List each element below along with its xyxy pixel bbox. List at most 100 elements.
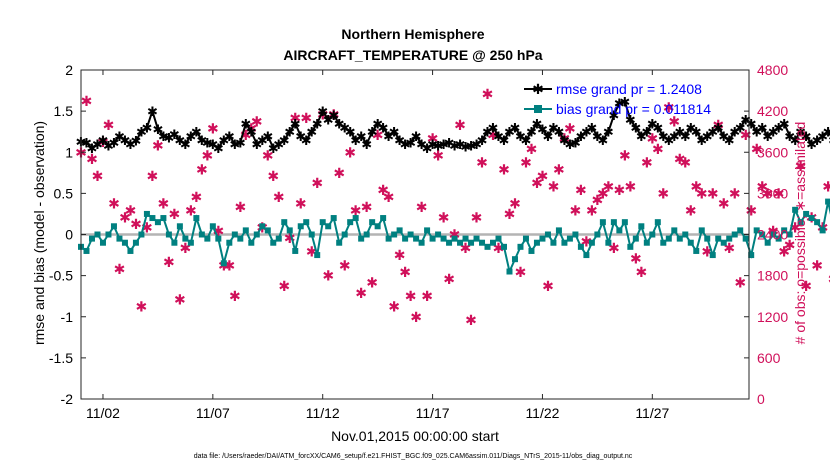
bias-point [610, 219, 617, 226]
rmse-point: ✱ [570, 135, 581, 150]
obs-count-marker: ✱ [465, 312, 477, 328]
bias-point [413, 235, 420, 242]
bias-point [500, 243, 507, 250]
rmse-point: ✱ [378, 121, 389, 136]
obs-count-marker: ✱ [570, 203, 582, 219]
obs-count-marker: ✱ [745, 203, 757, 219]
obs-count-marker: ✱ [295, 196, 307, 212]
rmse-point: ✱ [828, 133, 830, 148]
rmse-point: ✱ [125, 137, 136, 152]
rmse-point: ✱ [191, 125, 202, 140]
obs-count-marker: ✱ [158, 196, 170, 212]
bias-point [638, 223, 645, 230]
obs-count-marker: ✱ [487, 127, 499, 143]
obs-count-marker: ✱ [141, 220, 153, 236]
bias-point [616, 227, 623, 234]
rmse-point: ✱ [460, 139, 471, 154]
rmse-point: ✱ [636, 129, 647, 144]
obs-count-marker: ✱ [493, 240, 505, 256]
x-axis-label: Nov.01,2015 00:00:00 start [331, 428, 499, 444]
obs-count-marker: ✱ [586, 203, 598, 219]
rmse-point: ✱ [202, 135, 213, 150]
bias-point [621, 219, 628, 226]
rmse-point: ✱ [224, 129, 235, 144]
right-y-tick-label: 3600 [757, 144, 788, 160]
left-y-tick-label: 1 [65, 144, 73, 160]
bias-point [528, 247, 535, 254]
obs-count-marker: ✱ [795, 158, 807, 174]
obs-count-marker: ✱ [800, 278, 812, 294]
bias-point [226, 239, 233, 246]
rmse-point: ✱ [323, 112, 334, 127]
bias-point [83, 247, 90, 254]
obs-count-marker: ✱ [619, 148, 631, 164]
rmse-point: ✱ [301, 133, 312, 148]
obs-count-marker: ✱ [372, 127, 384, 143]
obs-count-marker: ✱ [174, 292, 186, 308]
obs-count-marker: ✱ [773, 185, 785, 201]
rmse-point: ✱ [762, 129, 773, 144]
obs-count-marker: ✱ [663, 100, 675, 116]
obs-count-marker: ✱ [114, 261, 126, 277]
obs-count-marker: ✱ [740, 127, 752, 143]
obs-count-marker: ✱ [394, 247, 406, 263]
left-y-tick-label: 0.5 [54, 185, 74, 201]
bias-point [473, 235, 480, 242]
bias-point [550, 239, 557, 246]
rmse-point: ✱ [685, 121, 696, 136]
bias-point [292, 247, 299, 254]
legend-rmse-marker: ✱ [532, 81, 544, 97]
obs-count-marker: ✱ [630, 250, 642, 266]
bias-point [446, 239, 453, 246]
bias-point [330, 215, 337, 222]
obs-count-marker: ✱ [635, 264, 647, 280]
bias-point [566, 235, 573, 242]
bias-point [654, 219, 661, 226]
rmse-point: ✱ [707, 125, 718, 140]
rmse-point: ✱ [273, 137, 284, 152]
rmse-point: ✱ [784, 129, 795, 144]
obs-count-marker: ✱ [136, 298, 148, 314]
rmse-point: ✱ [174, 133, 185, 148]
bias-point [544, 231, 551, 238]
bias-point [632, 235, 639, 242]
right-y-tick-label: 1800 [757, 268, 788, 284]
rmse-point: ✱ [356, 129, 367, 144]
bias-point [149, 215, 156, 222]
rmse-point: ✱ [477, 133, 488, 148]
obs-count-marker: ✱ [311, 175, 323, 191]
obs-count-marker: ✱ [482, 86, 494, 102]
bias-point [286, 227, 293, 234]
left-y-tick-label: 0 [65, 227, 73, 243]
obs-count-marker: ✱ [509, 196, 521, 212]
rmse-point: ✱ [482, 125, 493, 140]
obs-count-marker: ✱ [317, 107, 329, 123]
obs-count-marker: ✱ [267, 168, 279, 184]
obs-count-marker: ✱ [81, 93, 93, 109]
bias-point [248, 239, 255, 246]
rmse-point: ✱ [306, 125, 317, 140]
rmse-point: ✱ [718, 129, 729, 144]
rmse-point: ✱ [548, 121, 559, 136]
obs-count-marker: ✱ [383, 189, 395, 205]
rmse-point: ✱ [603, 125, 614, 140]
rmse-point: ✱ [218, 133, 229, 148]
bias-point [187, 239, 194, 246]
rmse-point: ✱ [647, 116, 658, 131]
bias-point [490, 239, 497, 246]
obs-count-marker: ✱ [421, 288, 433, 304]
obs-count-marker: ✱ [344, 144, 356, 160]
obs-count-marker: ✱ [103, 117, 115, 133]
footnote: data file: /Users/raeder/DAI/ATM_forcXX/… [194, 453, 633, 460]
obs-count-marker: ✱ [355, 285, 367, 301]
obs-count-marker: ✱ [690, 179, 702, 195]
bias-point [391, 231, 398, 238]
legend-rmse-label: rmse grand pr = 1.2408 [556, 81, 702, 97]
obs-count-marker: ✱ [229, 288, 241, 304]
rmse-point: ✱ [109, 135, 120, 150]
bias-point [237, 235, 244, 242]
left-y-tick-label: 2 [65, 62, 73, 78]
bias-point [682, 231, 689, 238]
rmse-point: ✱ [806, 137, 817, 152]
rmse-point: ✱ [488, 121, 499, 136]
